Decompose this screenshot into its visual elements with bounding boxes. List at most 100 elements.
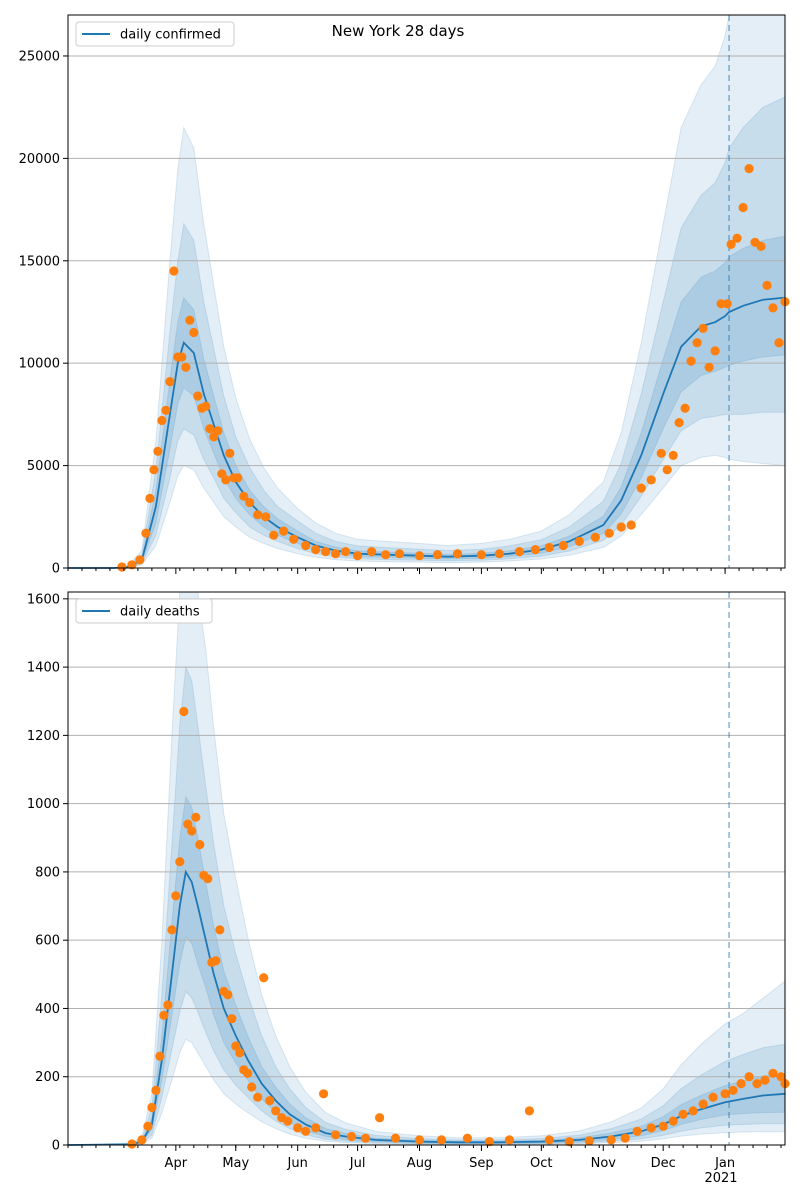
axes-frame [67,591,786,1146]
observed-point [215,925,225,935]
y-tick-label: 200 [35,1070,60,1085]
observed-point [135,555,145,565]
observed-point [574,536,584,547]
deaths-legend: daily deaths [75,598,213,624]
confirmed-panel: 0 5000 10000 15000 20000 25000 daily confirme… [19,14,790,577]
observed-point [414,1135,425,1145]
observed-point [688,1106,698,1116]
observed-point [265,1096,275,1106]
axes-frame [67,14,786,569]
observed-point [145,493,155,503]
observed-point [452,549,463,559]
observed-point [311,1123,321,1133]
observed-point [223,990,233,1000]
x-tick-label: Aug [407,1156,432,1171]
x-tick-label: May [222,1156,249,1171]
observed-point [606,1135,616,1145]
observed-point [476,550,486,560]
observed-point [289,534,299,544]
y-tick-label: 10000 [19,357,60,372]
observed-point [151,1085,161,1095]
observed-point [722,299,732,309]
observed-point [524,1106,535,1116]
observed-point [564,1137,574,1147]
observed-point [708,1092,718,1102]
x-tick-label: Jan [714,1156,735,1171]
y-tick-label: 1400 [27,661,60,676]
x-tick-label: Jul [349,1156,366,1171]
observed-point [678,1109,688,1119]
observed-point [221,475,231,485]
observed-point [504,1135,514,1145]
observed-point [253,510,263,520]
observed-point [181,362,191,372]
y-tick-label: 1600 [27,592,60,607]
observed-point [211,956,221,966]
observed-point [768,1068,778,1078]
x-tick-label: Oct [530,1156,552,1171]
observed-point [175,857,185,867]
observed-point [616,522,626,532]
observed-point [704,362,714,372]
x-tick-label: Apr [165,1156,188,1171]
deaths-gridlines [68,598,785,1078]
observed-point [658,1121,668,1131]
observed-point [141,528,151,538]
observed-point [149,465,159,475]
x-tick-label: Jun [287,1156,308,1171]
observed-point [233,473,243,483]
observed-point [341,547,351,557]
observed-point [179,706,189,717]
legend-label-deaths: daily deaths [120,605,200,620]
observed-point [646,1123,656,1133]
y-tick-label: 25000 [19,49,60,64]
observed-point [191,812,201,822]
observed-point [774,338,784,348]
observed-point [319,1089,329,1099]
observed-point [604,528,614,538]
observed-point [394,549,405,559]
observed-point [259,973,269,983]
observed-point [183,819,193,829]
observed-point [744,164,754,174]
observed-point [205,424,215,434]
observed-point [768,303,778,313]
observed-point [726,239,736,249]
observed-point [231,1041,241,1051]
observed-point [185,315,195,325]
deaths-observed-points [127,706,790,1149]
observed-point [375,1113,385,1123]
observed-point [656,448,666,458]
observed-point [752,1079,762,1089]
observed-point [668,1116,678,1126]
y-tick-label: 0 [52,1139,60,1154]
observed-point [225,448,235,458]
y-tick-label: 400 [35,1002,60,1017]
observed-point [245,497,255,508]
observed-point [584,1136,594,1146]
observed-point [187,826,197,836]
observed-point [436,1135,447,1145]
observed-point [243,1068,253,1078]
observed-point [756,241,766,251]
observed-point [155,1051,165,1061]
observed-point [484,1137,494,1147]
observed-point [165,377,175,387]
observed-point [213,426,223,436]
observed-point [301,1126,311,1136]
observed-point [590,532,600,542]
observed-point [235,1048,245,1058]
observed-point [514,547,525,557]
observed-point [558,540,568,551]
y-tick-label: 20000 [19,152,60,167]
x-axis-labels: Apr May Jun Jul Aug Sep Oct Nov Dec Jan [165,1156,736,1171]
observed-point [462,1133,472,1143]
observed-point [157,415,167,426]
observed-point [662,465,672,475]
chart-title: New York 28 days [332,22,465,40]
observed-point [646,475,656,485]
observed-point [127,560,137,570]
observed-point [261,512,271,522]
observed-point [776,1072,786,1082]
observed-point [163,1000,173,1010]
